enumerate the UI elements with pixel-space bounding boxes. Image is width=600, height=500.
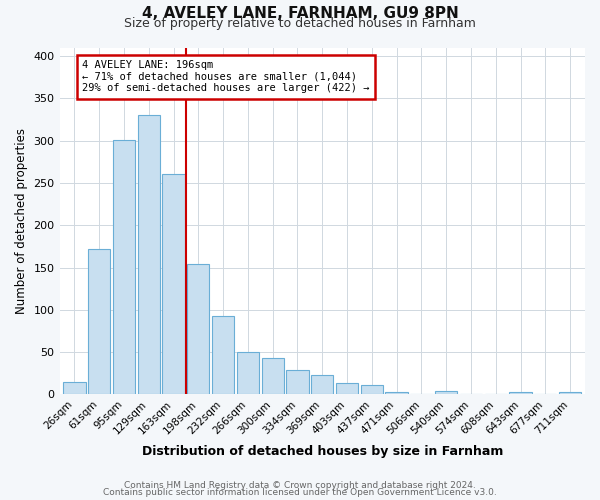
Text: Contains HM Land Registry data © Crown copyright and database right 2024.: Contains HM Land Registry data © Crown c… xyxy=(124,480,476,490)
Bar xyxy=(559,392,581,394)
Y-axis label: Number of detached properties: Number of detached properties xyxy=(15,128,28,314)
Bar xyxy=(113,140,135,394)
Bar xyxy=(163,174,185,394)
Bar xyxy=(212,316,234,394)
Bar xyxy=(63,382,86,394)
Text: Size of property relative to detached houses in Farnham: Size of property relative to detached ho… xyxy=(124,18,476,30)
Bar xyxy=(435,391,457,394)
Bar xyxy=(237,352,259,395)
Text: Contains public sector information licensed under the Open Government Licence v3: Contains public sector information licen… xyxy=(103,488,497,497)
Bar xyxy=(286,370,308,394)
Bar xyxy=(509,392,532,394)
Text: 4, AVELEY LANE, FARNHAM, GU9 8PN: 4, AVELEY LANE, FARNHAM, GU9 8PN xyxy=(142,6,458,20)
X-axis label: Distribution of detached houses by size in Farnham: Distribution of detached houses by size … xyxy=(142,444,503,458)
Bar xyxy=(385,392,408,394)
Bar xyxy=(336,384,358,394)
Bar xyxy=(88,249,110,394)
Bar xyxy=(262,358,284,395)
Bar xyxy=(137,115,160,394)
Bar xyxy=(311,375,334,394)
Bar xyxy=(361,385,383,394)
Text: 4 AVELEY LANE: 196sqm
← 71% of detached houses are smaller (1,044)
29% of semi-d: 4 AVELEY LANE: 196sqm ← 71% of detached … xyxy=(82,60,370,94)
Bar xyxy=(187,264,209,394)
